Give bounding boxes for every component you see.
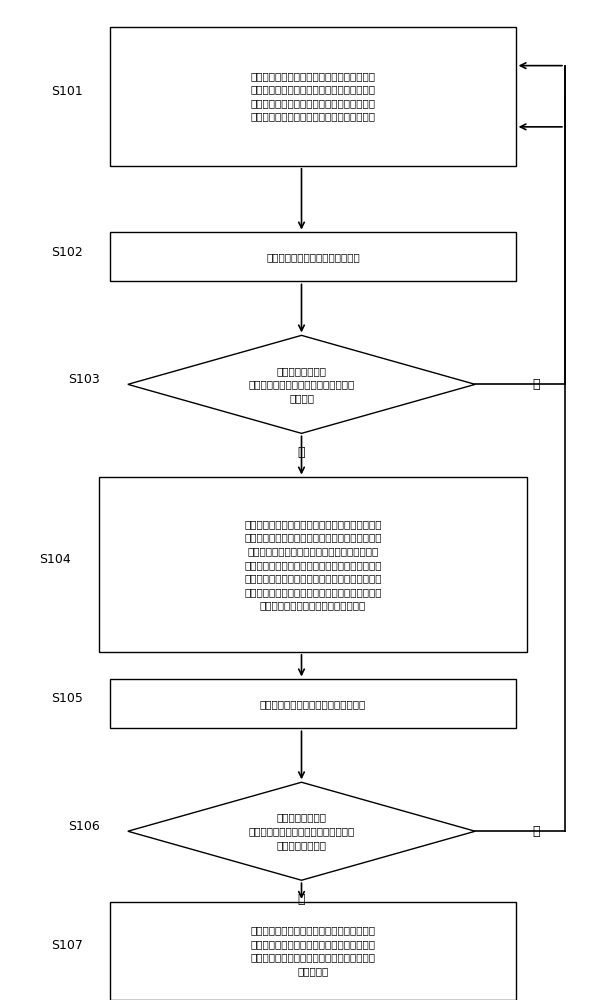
Text: 将第一音频检测帧发送给第二设备: 将第一音频检测帧发送给第二设备 <box>266 252 360 262</box>
Text: 第一设备接收第一
音频检测反馈帧之后，判断第一音频检
测反馈帧是否正确: 第一设备接收第一 音频检测反馈帧之后，判断第一音频检 测反馈帧是否正确 <box>248 813 355 850</box>
Text: 第一设备采用第二设备支持的第一调制方式对
应的解调方式，第二设备采用第一设备支持的
第一调制方式对应的解调方式解调对方发送的
音频数据帧: 第一设备采用第二设备支持的第一调制方式对 应的解调方式，第二设备采用第一设备支持… <box>251 925 376 976</box>
FancyBboxPatch shape <box>110 27 516 166</box>
Text: S104: S104 <box>40 553 71 566</box>
Text: 第二设备接收第一
音频检测帧之后，判断第一音频检测帧
是否正确: 第二设备接收第一 音频检测帧之后，判断第一音频检测帧 是否正确 <box>248 366 355 403</box>
Polygon shape <box>128 335 475 433</box>
FancyBboxPatch shape <box>110 679 516 728</box>
Text: 第一设备按照预先设定的规则采用第一设备支
持的第一调制方式对第一设备支持的第一调制
方式的标识信息和第二设备支持的第一调制方
式的标识信息进行调制以生成第一音频: 第一设备按照预先设定的规则采用第一设备支 持的第一调制方式对第一设备支持的第一调… <box>251 71 376 122</box>
FancyBboxPatch shape <box>99 477 527 652</box>
Text: 否: 否 <box>532 378 540 391</box>
Text: 是: 是 <box>298 893 305 906</box>
Text: S102: S102 <box>51 246 83 259</box>
Text: S101: S101 <box>51 85 83 98</box>
Text: S103: S103 <box>69 373 100 386</box>
Polygon shape <box>128 782 475 880</box>
Text: 将第一音频检测反馈帧发送给第一设备: 将第一音频检测反馈帧发送给第一设备 <box>260 699 366 709</box>
FancyBboxPatch shape <box>110 902 516 1000</box>
Text: S107: S107 <box>51 939 83 952</box>
Text: 第二设备根据第一音频检测帧中携带的第二设备的
标识信息从预先存储的第二设备支持的调制方式中
选出标识信息对应的第二设备支持的第一调制方
式，并根据第二设备支持的: 第二设备根据第一音频检测帧中携带的第二设备的 标识信息从预先存储的第二设备支持的… <box>244 519 382 610</box>
Text: S106: S106 <box>69 820 100 833</box>
Text: 是: 是 <box>298 446 305 459</box>
FancyBboxPatch shape <box>110 232 516 281</box>
Text: S105: S105 <box>51 692 83 705</box>
Text: 否: 否 <box>532 825 540 838</box>
